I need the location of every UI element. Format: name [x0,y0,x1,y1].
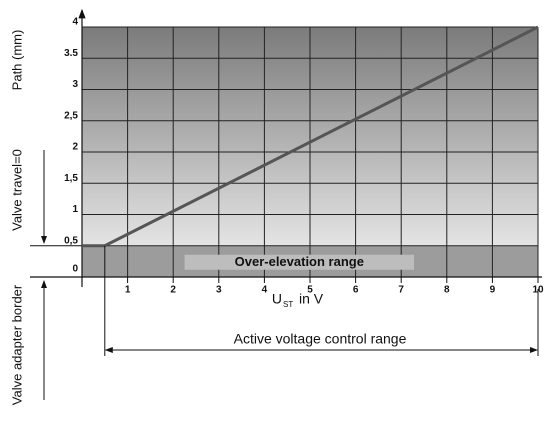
y-tick-label: 2,5 [64,110,78,121]
y-tick-label: 2 [72,142,78,153]
y-axis-label: Path (mm) [9,30,24,91]
y-tick-label: 1,5 [64,173,78,184]
y-tick-label: 3 [72,79,78,90]
x-tick-label: 2 [170,285,176,296]
x-tick-label: 6 [353,285,359,296]
valve-travel-label: Valve travel=0 [9,149,24,231]
x-tick-label: 9 [490,285,496,296]
band-label: Over-elevation range [235,254,364,269]
range-label: Active voltage control range [234,331,407,347]
y-tick-label: 1 [72,204,78,215]
x-axis-label: U [272,291,282,307]
band-label-box [184,254,414,270]
x-tick-label: 5 [307,285,313,296]
y-tick-label: 4 [72,17,78,28]
x-tick-label: 8 [444,285,450,296]
x-axis-label-rest: in V [299,291,324,307]
x-axis-label-sub: ST [283,300,293,309]
y-tick-label: 0 [72,264,78,275]
x-tick-label: 7 [398,285,404,296]
y-tick-label: 3.5 [64,48,78,59]
x-tick-label: 4 [262,285,268,296]
x-tick-label: 1 [125,285,131,296]
y-tick-label: 0,5 [64,235,78,246]
x-tick-label: 3 [216,285,222,296]
valve-border-label: Valve adapter border [9,284,24,405]
